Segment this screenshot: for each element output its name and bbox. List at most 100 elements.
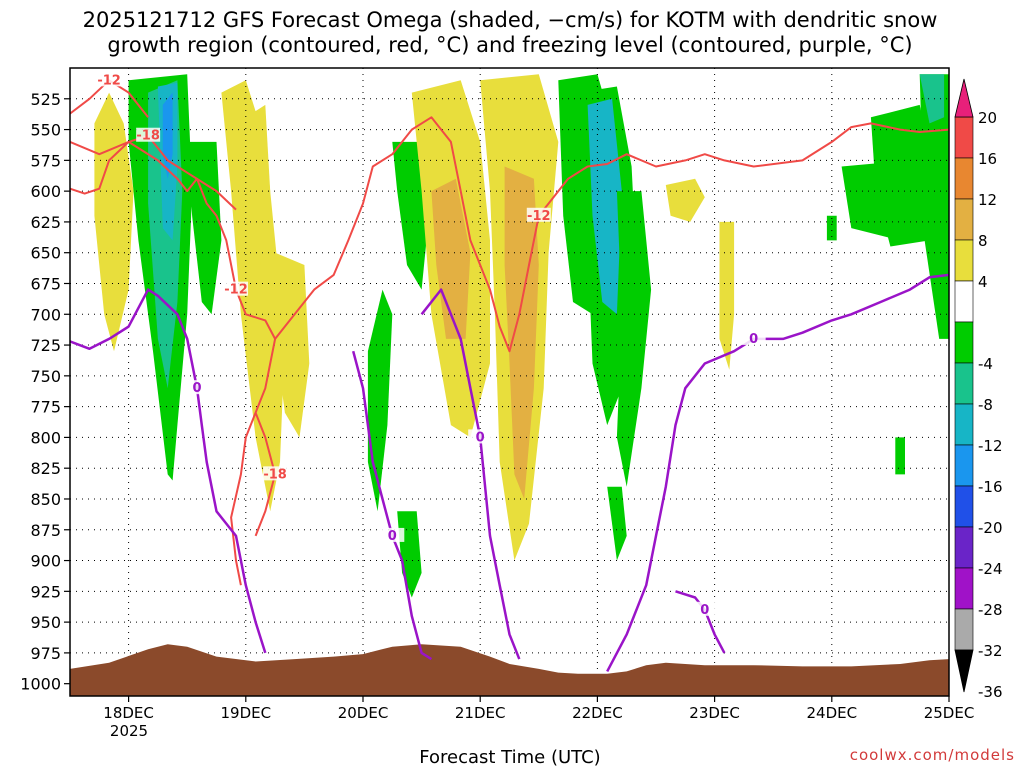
y-tick-label-1000: 1000 (20, 675, 61, 694)
omega-area-green-column-9 (607, 486, 627, 561)
colorbar-tick--20: -20 (978, 519, 1003, 537)
colorbar-bottom-arrow (954, 649, 974, 693)
contour-freezing-level-mid (351, 350, 433, 661)
colorbar-bin--8-to--4 (954, 321, 974, 364)
colorbar-tick-20: 20 (978, 109, 997, 127)
credit-link[interactable]: coolwx.com/models (850, 746, 1015, 764)
omega-area-green-patch-17 (895, 437, 905, 475)
x-axis-label: Forecast Time (UTC) (419, 747, 600, 768)
x-axis: 18DEC 19DEC 20DEC 21DEC 22DEC 23DEC 24DEC 25DEC (103, 696, 974, 722)
colorbar-bin--16-to--12 (954, 403, 974, 446)
x-tick-label-23DEC: 23DEC (689, 704, 740, 722)
y-tick-label-850: 850 (30, 490, 61, 509)
contour-label-bg (184, 380, 209, 395)
contour-label-dgz-inner: -18 (263, 467, 287, 482)
y-tick-label-700: 700 (30, 305, 61, 324)
contour-label-bg (224, 281, 249, 296)
colorbar-tick--8: -8 (978, 396, 993, 414)
contour-label-freezing-level-mid: 0 (388, 529, 397, 544)
colorbar-bin--20-to--16 (954, 444, 974, 487)
y-tick-label-600: 600 (30, 182, 61, 201)
colorbar-bin-8-to-12 (954, 198, 974, 241)
omega-area-yellow-column-4 (245, 104, 271, 266)
x-tick-label-18DEC: 18DEC (103, 704, 154, 722)
contour-label-bg (468, 429, 493, 444)
y-axis: 525 550 575 600 625 650 675 700 725 750 775 800 825 8… (20, 90, 70, 694)
contour-dgz-left-boundary (70, 140, 277, 586)
colorbar-bin-4-to-8 (954, 239, 974, 282)
colorbar-tick--32: -32 (978, 642, 1003, 660)
terrain (70, 644, 949, 696)
omega-area-green-patch-14 (919, 74, 949, 339)
colorbar-bin-16-to-20 (954, 116, 974, 159)
colorbar-tick--28: -28 (978, 601, 1003, 619)
contour-label-bg (741, 330, 766, 345)
contour-label-dgz-left-boundary: -12 (224, 283, 248, 298)
colorbar-bin--36-to--32 (954, 608, 974, 651)
contour-label-bg (97, 72, 122, 87)
contour-labels: -12 -18 -12 -12 -18 0 0 0 0 0 (97, 72, 766, 618)
colorbar-tick-12: 12 (978, 191, 997, 209)
chart-title-line-2: growth region (contoured, red, °C) and f… (107, 33, 912, 57)
contour-label-freezing-level-right: 0 (749, 332, 758, 347)
y-tick-label-625: 625 (30, 213, 61, 232)
x-tick-label-19DEC: 19DEC (221, 704, 272, 722)
x-tick-label-25DEC: 25DEC (924, 704, 975, 722)
omega-area-green-patch-15 (826, 215, 837, 241)
y-tick-label-725: 725 (30, 336, 61, 355)
y-tick-label-550: 550 (30, 121, 61, 140)
contour-label-freezing-level-mid2: 0 (476, 430, 485, 445)
colorbar-tick--4: -4 (978, 355, 993, 373)
y-tick-label-950: 950 (30, 613, 61, 632)
y-tick-label-800: 800 (30, 428, 61, 447)
omega-area-teal-core-7 (587, 98, 622, 315)
y-tick-label-650: 650 (30, 244, 61, 263)
x-tick-label-20DEC: 20DEC (338, 704, 389, 722)
x-tick-label-21DEC: 21DEC (455, 704, 506, 722)
contour-label-dgz-upper: -12 (97, 73, 121, 88)
x-tick-label-22DEC: 22DEC (572, 704, 623, 722)
contour-freezing-level-right (606, 273, 949, 672)
contour-dgz-mid (274, 116, 949, 353)
omega-area-orange-core-6 (504, 166, 539, 499)
colorbar-bin--28-to--24 (954, 526, 974, 569)
colorbar-tick--24: -24 (978, 560, 1003, 578)
y-tick-label-875: 875 (30, 521, 61, 540)
colorbar-top-arrow (954, 78, 974, 118)
y-tick-label-900: 900 (30, 552, 61, 571)
contour-label-dgz-mid: -12 (527, 209, 551, 224)
omega-area-teal-patch-16 (919, 74, 945, 124)
omega-area-orange-core-5 (431, 178, 471, 339)
omega-area-green-column-2 (187, 141, 222, 315)
y-tick-label-975: 975 (30, 644, 61, 663)
colorbar-tick--36: -36 (978, 683, 1003, 701)
y-tick-label-675: 675 (30, 274, 61, 293)
x-year-label: 2025 (110, 722, 148, 740)
y-tick-label-775: 775 (30, 398, 61, 417)
colorbar-tick--12: -12 (978, 437, 1003, 455)
contour-label-bg (380, 527, 405, 542)
contour-label-bg (692, 601, 717, 616)
colorbar-bin--24-to--20 (954, 485, 974, 528)
colorbar-tick-4: 4 (978, 273, 988, 291)
contour-label-bg (136, 127, 161, 142)
colorbar-bin--32-to--28 (954, 567, 974, 610)
contour-label-bg (263, 466, 288, 481)
colorbar-bin-12-to-16 (954, 157, 974, 200)
y-tick-label-925: 925 (30, 582, 61, 601)
omega-area-green-column-3 (367, 289, 393, 512)
x-tick-label-24DEC: 24DEC (807, 704, 858, 722)
plot-frame (69, 67, 950, 697)
colorbar-tick--16: -16 (978, 478, 1003, 496)
colorbar-bin--4-to-4 (954, 280, 974, 323)
colorbar-bin--12-to--8 (954, 362, 974, 405)
omega-area-green-column-8 (616, 191, 652, 487)
y-tick-label-575: 575 (30, 151, 61, 170)
colorbar-tick-16: 16 (978, 150, 997, 168)
contour-label-freezing-level-left: 0 (192, 381, 201, 396)
chart-title-line-1: 2025121712 GFS Forecast Omega (shaded, −… (83, 8, 938, 32)
omega-area-yellow-column-1 (94, 92, 134, 352)
y-tick-label-525: 525 (30, 90, 61, 109)
omega-area-yellow-patch-11 (719, 221, 735, 370)
